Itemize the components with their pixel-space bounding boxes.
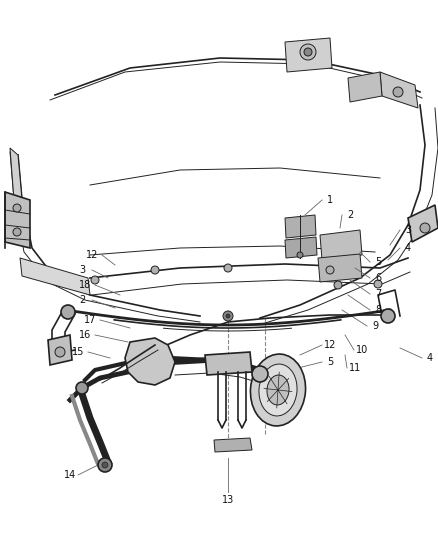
Text: 12: 12 — [324, 340, 336, 350]
Polygon shape — [380, 72, 418, 108]
Circle shape — [420, 223, 430, 233]
Text: 11: 11 — [349, 363, 361, 373]
Text: 12: 12 — [86, 250, 98, 260]
Circle shape — [76, 382, 88, 394]
Text: 10: 10 — [356, 345, 368, 355]
Circle shape — [55, 347, 65, 357]
Text: 7: 7 — [375, 289, 381, 299]
Circle shape — [326, 266, 334, 274]
Text: 14: 14 — [64, 470, 76, 480]
Text: 8: 8 — [375, 305, 381, 315]
Polygon shape — [408, 205, 438, 242]
Circle shape — [98, 458, 112, 472]
Circle shape — [300, 44, 316, 60]
Text: 9: 9 — [372, 321, 378, 331]
Circle shape — [252, 366, 268, 382]
Ellipse shape — [267, 375, 289, 405]
Text: 5: 5 — [327, 357, 333, 367]
Polygon shape — [285, 215, 316, 238]
Circle shape — [374, 280, 382, 288]
Polygon shape — [285, 38, 332, 72]
Text: 4: 4 — [405, 243, 411, 253]
Circle shape — [334, 281, 342, 289]
Circle shape — [13, 204, 21, 212]
Polygon shape — [5, 192, 30, 248]
Text: 17: 17 — [84, 315, 96, 325]
Text: 4: 4 — [427, 353, 433, 363]
Ellipse shape — [259, 364, 297, 416]
Circle shape — [13, 228, 21, 236]
Text: 16: 16 — [79, 330, 91, 340]
Text: 13: 13 — [222, 495, 234, 505]
Polygon shape — [214, 438, 252, 452]
Polygon shape — [318, 254, 362, 282]
Text: 6: 6 — [375, 273, 381, 283]
Circle shape — [226, 314, 230, 318]
Ellipse shape — [251, 354, 306, 426]
Circle shape — [297, 252, 303, 258]
Polygon shape — [10, 148, 22, 200]
Polygon shape — [205, 352, 252, 375]
Circle shape — [91, 276, 99, 284]
Circle shape — [393, 87, 403, 97]
Text: 2: 2 — [347, 210, 353, 220]
Polygon shape — [20, 258, 90, 295]
Text: 5: 5 — [375, 257, 381, 267]
Circle shape — [304, 48, 312, 56]
Text: 15: 15 — [72, 347, 84, 357]
Circle shape — [61, 305, 75, 319]
Polygon shape — [320, 230, 362, 260]
Circle shape — [224, 264, 232, 272]
Text: 18: 18 — [79, 280, 91, 290]
Circle shape — [151, 266, 159, 274]
Text: 3: 3 — [79, 265, 85, 275]
Polygon shape — [48, 335, 72, 365]
Text: 1: 1 — [327, 195, 333, 205]
Circle shape — [102, 462, 108, 468]
Text: 3: 3 — [405, 225, 411, 235]
Text: 2: 2 — [79, 295, 85, 305]
Polygon shape — [348, 72, 382, 102]
Circle shape — [223, 311, 233, 321]
Circle shape — [381, 309, 395, 323]
Polygon shape — [125, 338, 175, 385]
Polygon shape — [285, 237, 317, 258]
